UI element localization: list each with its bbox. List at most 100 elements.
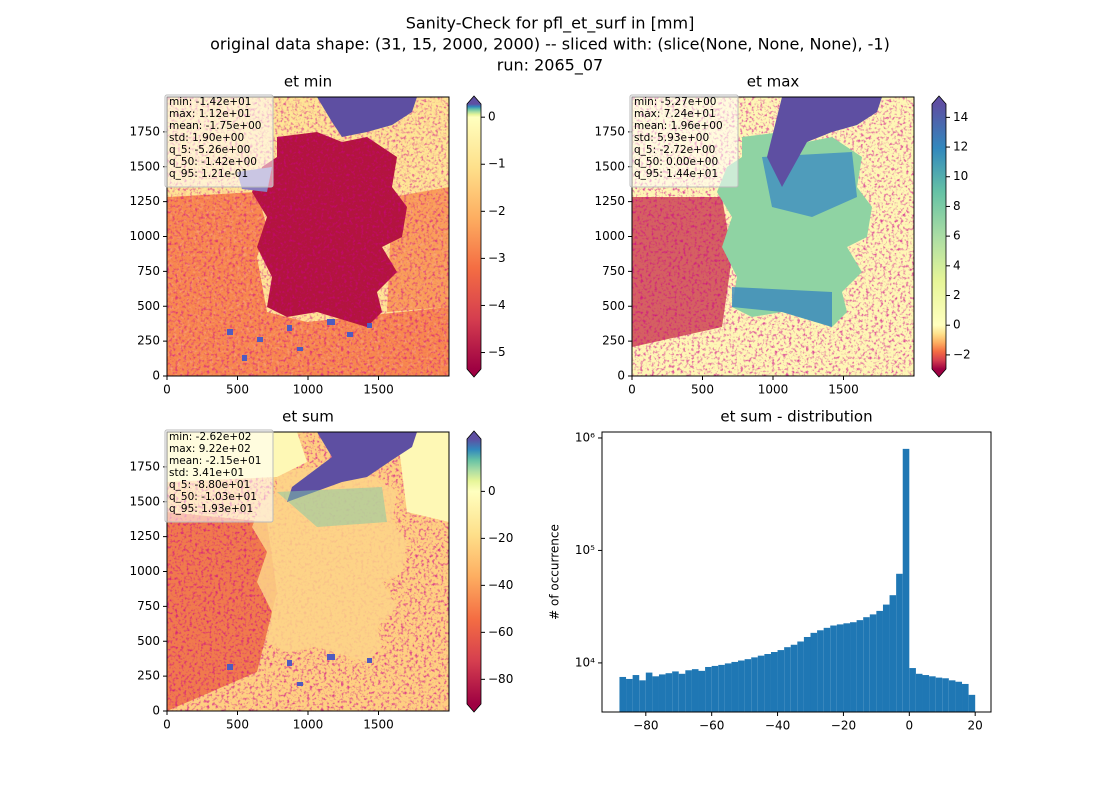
stats-text: max: 9.22e+02 xyxy=(169,443,251,455)
colorbar-tick-label: 0 xyxy=(953,318,961,332)
y-tick-label: 250 xyxy=(137,669,160,683)
y-tick-label: 10⁴ xyxy=(575,655,595,669)
y-tick-label: 1000 xyxy=(594,229,625,243)
stats-text: max: 7.24e+01 xyxy=(634,108,716,120)
colorbar-extend xyxy=(932,96,946,104)
colorbar-tick-label: 12 xyxy=(953,140,968,154)
hist-bar xyxy=(724,663,732,712)
x-tick-label: 20 xyxy=(968,719,983,733)
hist-bar xyxy=(738,660,745,712)
stats-text: mean: -2.15e+01 xyxy=(169,455,261,467)
axes-frame xyxy=(601,431,992,713)
colorbar-tick-label: 4 xyxy=(953,258,961,272)
hist-bar xyxy=(797,641,804,712)
hist-bar xyxy=(678,673,686,712)
y-tick-label: 1000 xyxy=(129,229,160,243)
y-axis-label: # of occurrence xyxy=(548,524,562,620)
hist-bar xyxy=(942,678,949,712)
map-image xyxy=(167,97,449,376)
hist-bar xyxy=(718,664,725,712)
hist-bar xyxy=(882,604,890,712)
x-tick-label: 1500 xyxy=(828,383,859,397)
hist-bar xyxy=(731,661,739,712)
colorbar-tick-label: −2 xyxy=(488,204,506,218)
colorbar-tick-label: 0 xyxy=(488,110,496,124)
stats-text: mean: -1.75e+00 xyxy=(169,120,261,132)
x-tick-label: 0 xyxy=(628,383,636,397)
y-tick-label: 1750 xyxy=(129,124,160,138)
hist-bar xyxy=(889,595,897,712)
hist-bar xyxy=(770,652,778,712)
y-tick-label: 0 xyxy=(152,369,160,383)
hist-bar xyxy=(935,677,943,712)
colorbar-frame xyxy=(466,430,482,713)
x-tick-label: 0 xyxy=(905,719,913,733)
hist-bar xyxy=(790,644,798,712)
stats-text: std: 1.90e+00 xyxy=(169,132,244,144)
hist-bar xyxy=(843,623,851,712)
stats-text: min: -5.27e+00 xyxy=(634,96,716,108)
stats-box xyxy=(629,94,739,188)
stats-text: min: -2.62e+02 xyxy=(169,431,251,443)
x-tick-label: 1500 xyxy=(363,383,394,397)
colorbar-tick-label: 6 xyxy=(953,229,961,243)
colorbar-frame xyxy=(466,95,482,378)
y-tick-label: 500 xyxy=(137,634,160,648)
y-tick-label: 1250 xyxy=(129,194,160,208)
stats-text: q_5: -2.72e+00 xyxy=(634,144,715,156)
hist-bar xyxy=(823,627,831,712)
hist-bar xyxy=(948,680,956,712)
hist-bar xyxy=(915,673,923,712)
colorbar-tick-label: −60 xyxy=(488,625,513,639)
x-tick-label: 0 xyxy=(163,718,171,732)
stats-text: q_50: -1.03e+01 xyxy=(169,491,257,503)
colorbar-frame xyxy=(931,95,947,378)
y-tick-label: 1250 xyxy=(594,194,625,208)
y-tick-label: 750 xyxy=(602,264,625,278)
hist-bar xyxy=(896,573,903,712)
map-image xyxy=(632,97,914,376)
hist-bar xyxy=(817,630,824,712)
colorbar-tick-label: 8 xyxy=(953,199,961,213)
axes-title: et sum - distribution xyxy=(720,408,872,426)
suptitle: Sanity-Check for pfl_et_surf in [mm] xyxy=(406,14,695,34)
colorbar-tick-label: −80 xyxy=(488,672,513,686)
colorbar-tick-label: 2 xyxy=(953,288,961,302)
hist-bar xyxy=(757,655,765,712)
stats-text: q_50: 0.00e+00 xyxy=(634,156,718,168)
axes-title: et max xyxy=(747,73,800,91)
y-tick-label: 1750 xyxy=(594,124,625,138)
y-tick-label: 1500 xyxy=(129,494,160,508)
hist-bar xyxy=(876,610,883,712)
x-tick-label: −40 xyxy=(765,719,790,733)
map-image xyxy=(167,432,449,711)
hist-bar xyxy=(784,647,791,712)
stats-box xyxy=(164,94,274,188)
stats-text: q_95: 1.44e+01 xyxy=(634,168,718,180)
y-tick-label: 500 xyxy=(137,299,160,313)
axes-title: et sum xyxy=(282,408,334,426)
x-tick-label: 500 xyxy=(226,718,249,732)
hist-bar xyxy=(751,657,758,712)
y-tick-label: 1000 xyxy=(129,564,160,578)
hist-bar xyxy=(810,632,818,712)
colorbar-extend xyxy=(467,431,481,439)
y-tick-label: 1500 xyxy=(129,159,160,173)
colorbar-extend xyxy=(467,704,481,712)
hist-bar xyxy=(856,620,864,712)
stats-box xyxy=(164,429,274,523)
colorbar-extend xyxy=(932,369,946,377)
y-tick-label: 250 xyxy=(137,334,160,348)
x-tick-label: 1000 xyxy=(758,383,789,397)
hist-bar xyxy=(902,448,910,712)
stats-text: q_95: 1.93e+01 xyxy=(169,503,253,515)
y-tick-label: 0 xyxy=(152,704,160,718)
colorbar-tick-label: 0 xyxy=(488,484,496,498)
hist-bar xyxy=(698,670,706,712)
x-tick-label: 500 xyxy=(691,383,714,397)
colorbar xyxy=(467,104,481,369)
y-tick-label: 500 xyxy=(602,299,625,313)
hist-bar xyxy=(665,673,673,712)
colorbar-tick-label: −2 xyxy=(953,347,971,361)
